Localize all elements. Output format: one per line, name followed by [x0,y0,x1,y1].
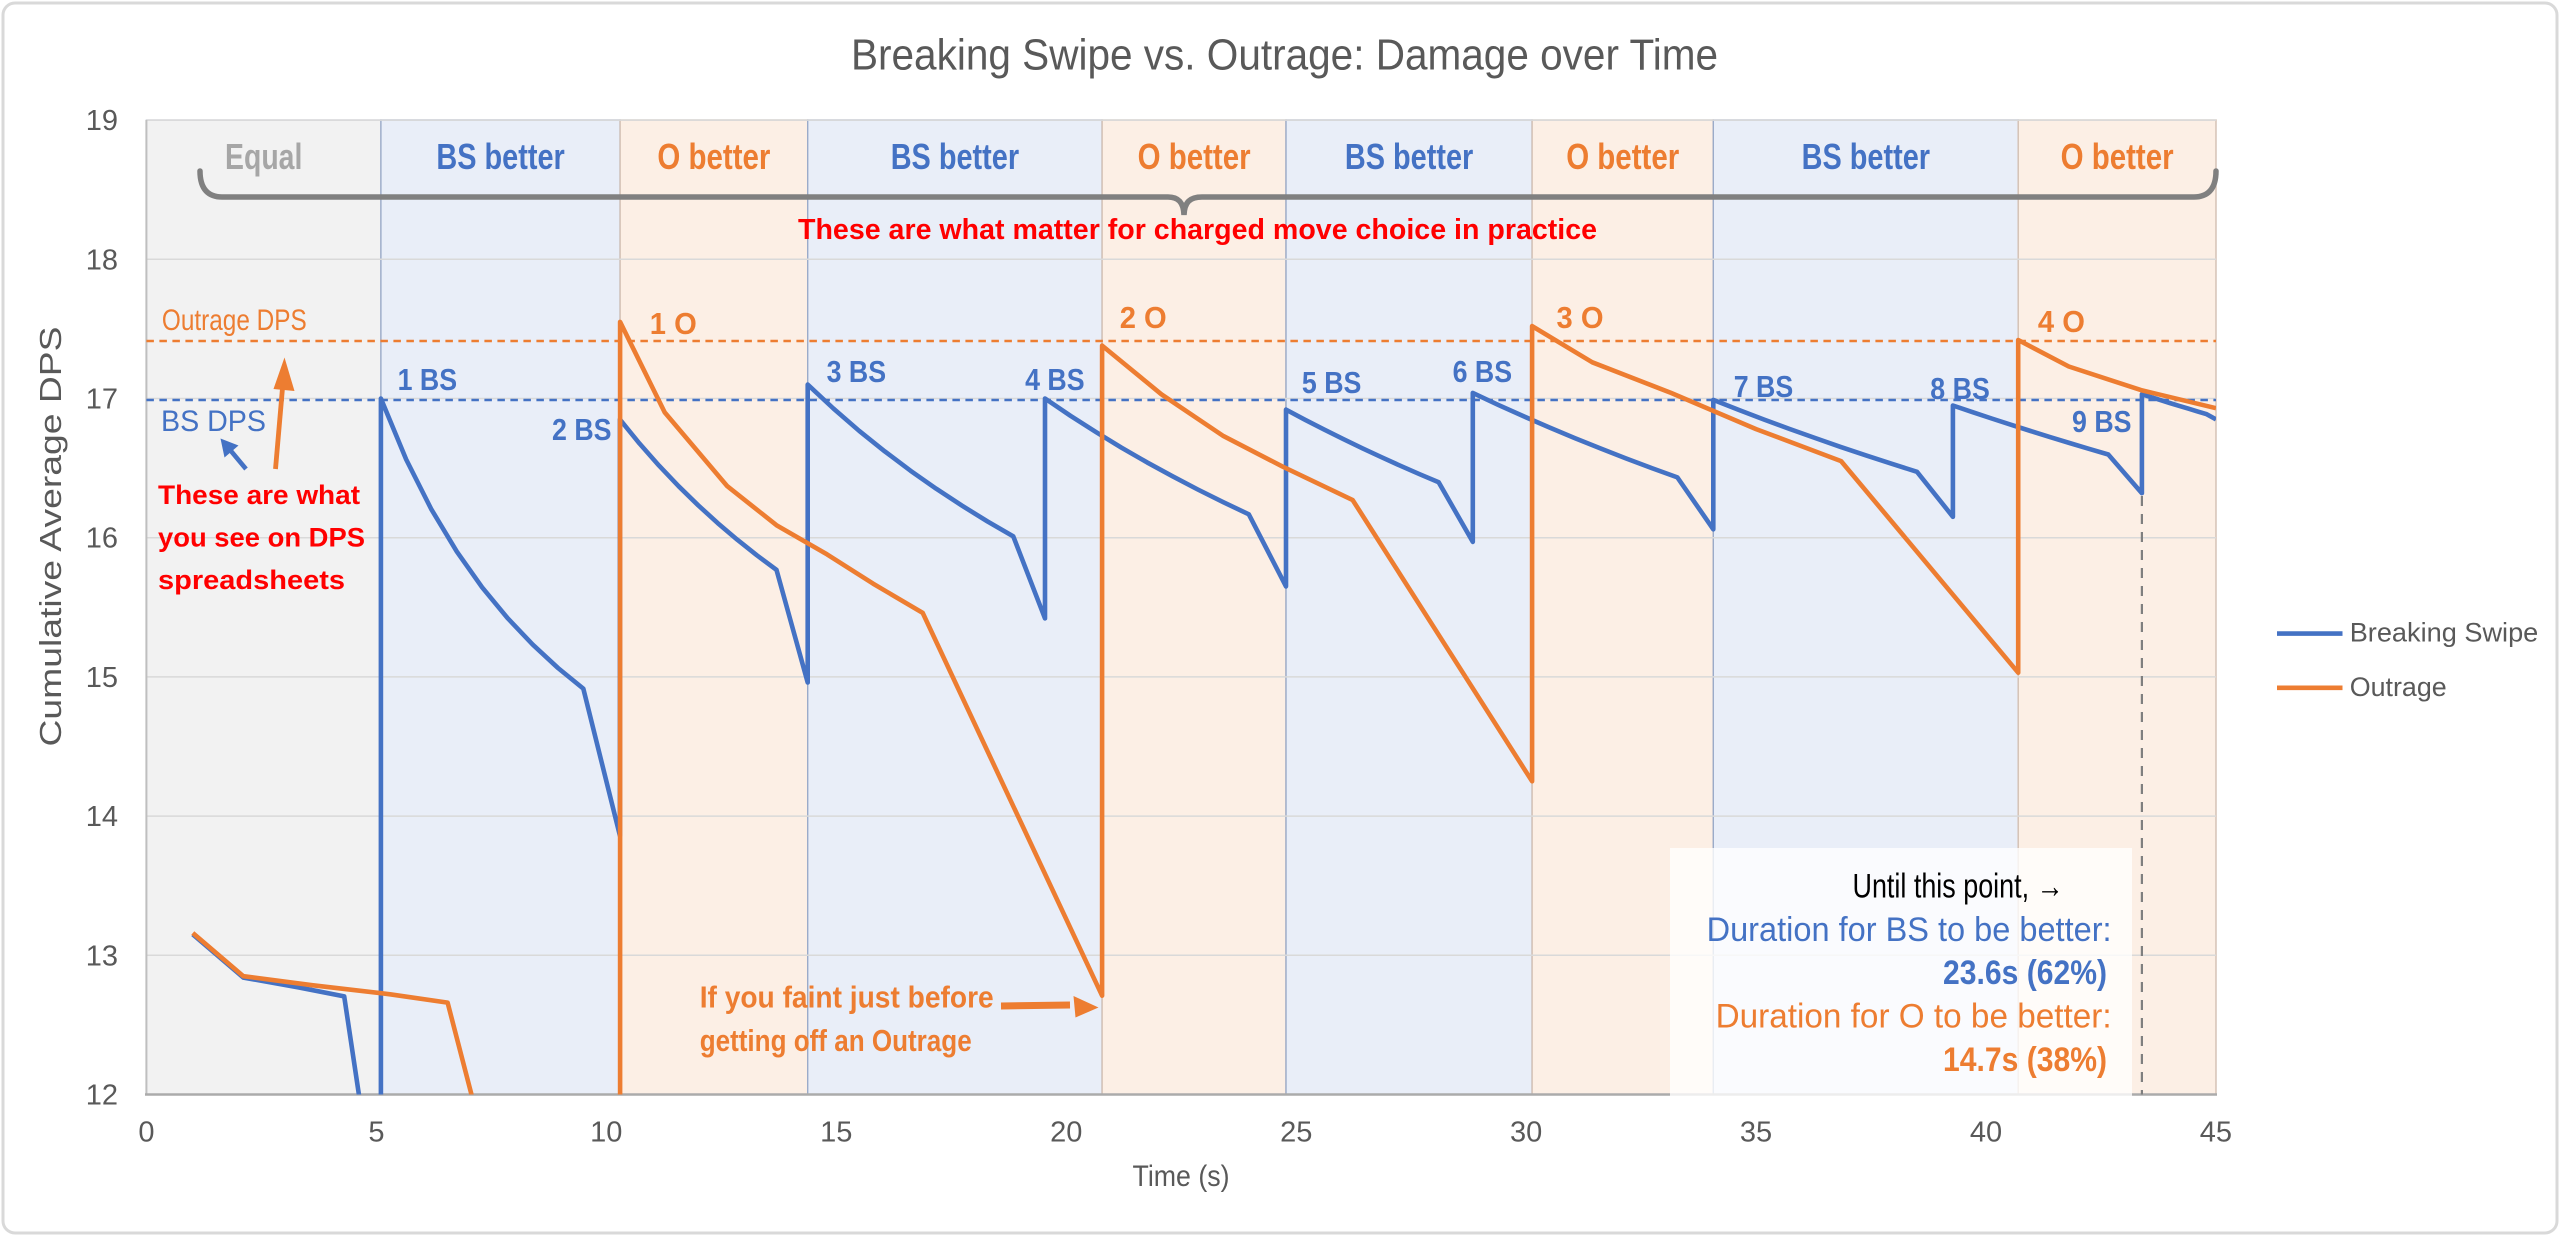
svg-text:40: 40 [1970,1117,2002,1149]
svg-text:7 BS: 7 BS [1734,369,1794,404]
svg-text:14.7s (38%): 14.7s (38%) [1943,1041,2107,1079]
svg-text:If you faint just before: If you faint just before [700,980,994,1015]
svg-text:1 O: 1 O [650,306,697,341]
svg-text:8 BS: 8 BS [1930,371,1990,406]
svg-text:19: 19 [86,105,118,137]
svg-text:BS better: BS better [1802,136,1930,177]
svg-text:17: 17 [86,384,118,416]
svg-text:BS better: BS better [436,136,564,177]
svg-text:20: 20 [1050,1117,1082,1149]
svg-text:12: 12 [86,1080,118,1112]
svg-text:O better: O better [657,136,770,177]
svg-text:30: 30 [1510,1117,1542,1149]
svg-text:5 BS: 5 BS [1302,365,1362,400]
svg-text:BS better: BS better [1345,136,1473,177]
svg-text:14: 14 [86,801,118,833]
svg-text:Outrage DPS: Outrage DPS [162,304,307,337]
svg-text:Time (s): Time (s) [1133,1160,1230,1193]
svg-text:0: 0 [138,1117,154,1149]
svg-text:23.6s (62%): 23.6s (62%) [1943,954,2107,992]
svg-text:O better: O better [2061,136,2174,177]
svg-text:25: 25 [1280,1117,1312,1149]
svg-text:18: 18 [86,244,118,276]
svg-text:Outrage: Outrage [2350,672,2447,702]
svg-text:These are what: These are what [158,480,360,510]
svg-text:O better: O better [1138,136,1251,177]
svg-text:1 BS: 1 BS [398,362,458,397]
svg-text:15: 15 [820,1117,852,1149]
svg-text:Until this point, →: Until this point, → [1853,867,2064,905]
svg-text:Cumulative Average DPS: Cumulative Average DPS [33,327,68,747]
svg-text:10: 10 [590,1117,622,1149]
svg-text:6 BS: 6 BS [1453,354,1513,389]
svg-text:13: 13 [86,940,118,972]
svg-text:Breaking Swipe: Breaking Swipe [2350,618,2539,648]
svg-text:3 BS: 3 BS [827,354,887,389]
svg-text:getting off an Outrage: getting off an Outrage [700,1023,972,1058]
svg-text:These are what matter for char: These are what matter for charged move c… [798,214,1597,246]
svg-text:45: 45 [2200,1117,2232,1149]
svg-text:16: 16 [86,523,118,555]
svg-text:spreadsheets: spreadsheets [158,565,345,595]
svg-text:15: 15 [86,662,118,694]
svg-text:BS better: BS better [891,136,1019,177]
svg-text:2 O: 2 O [1120,300,1167,335]
svg-text:Duration for BS to be better:: Duration for BS to be better: [1707,911,2112,949]
svg-text:you see on DPS: you see on DPS [158,523,365,553]
svg-text:3 O: 3 O [1557,300,1604,335]
svg-text:BS DPS: BS DPS [161,405,266,438]
svg-text:2 BS: 2 BS [552,412,612,447]
svg-text:35: 35 [1740,1117,1772,1149]
svg-text:9 BS: 9 BS [2072,404,2132,439]
svg-text:4 BS: 4 BS [1025,362,1085,397]
svg-text:Equal: Equal [225,136,302,177]
svg-text:Duration for O to be better:: Duration for O to be better: [1716,998,2112,1036]
svg-text:Breaking Swipe vs. Outrage: Da: Breaking Swipe vs. Outrage: Damage over … [851,31,1718,80]
svg-text:O better: O better [1566,136,1679,177]
svg-text:5: 5 [368,1117,384,1149]
svg-text:4 O: 4 O [2038,304,2085,339]
